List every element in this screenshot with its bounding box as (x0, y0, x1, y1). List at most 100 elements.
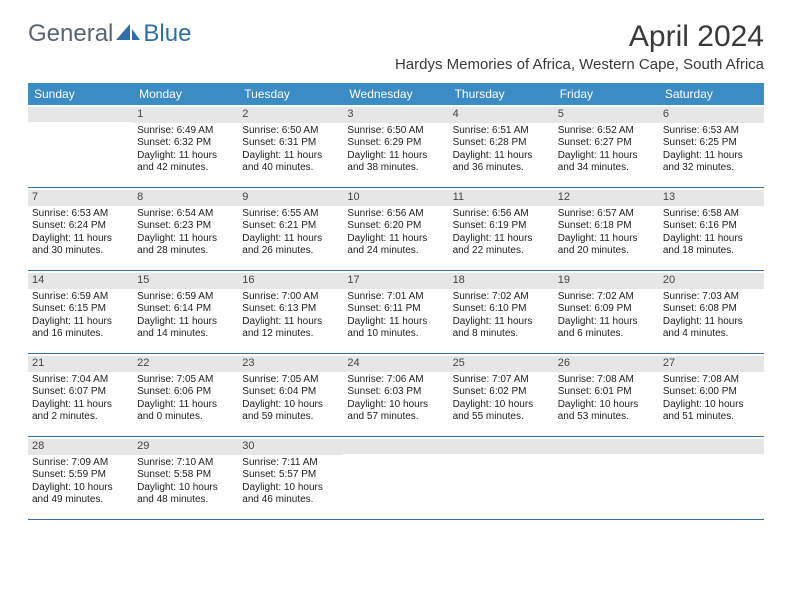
sunset-text: Sunset: 6:14 PM (137, 303, 234, 316)
daylight-text: Daylight: 11 hours and 40 minutes. (242, 150, 339, 175)
sunrise-text: Sunrise: 6:59 AM (32, 291, 129, 304)
day-number: 13 (659, 190, 764, 206)
sunrise-text: Sunrise: 7:09 AM (32, 457, 129, 470)
sunset-text: Sunset: 6:27 PM (558, 137, 655, 150)
month-title: April 2024 (395, 20, 764, 54)
sunrise-text: Sunrise: 6:54 AM (137, 208, 234, 221)
daylight-text: Daylight: 11 hours and 36 minutes. (453, 150, 550, 175)
sunrise-text: Sunrise: 7:11 AM (242, 457, 339, 470)
daylight-text: Daylight: 11 hours and 26 minutes. (242, 233, 339, 258)
sunset-text: Sunset: 6:15 PM (32, 303, 129, 316)
calendar-day-header: Sunday Monday Tuesday Wednesday Thursday… (28, 83, 764, 105)
logo-sail-icon (115, 20, 141, 48)
sunrise-text: Sunrise: 7:10 AM (137, 457, 234, 470)
daylight-text: Daylight: 10 hours and 46 minutes. (242, 482, 339, 507)
sunrise-text: Sunrise: 6:55 AM (242, 208, 339, 221)
sunrise-text: Sunrise: 6:51 AM (453, 125, 550, 138)
daylight-text: Daylight: 11 hours and 12 minutes. (242, 316, 339, 341)
calendar-cell (343, 437, 448, 519)
day-number: 25 (449, 356, 554, 372)
sunrise-text: Sunrise: 7:04 AM (32, 374, 129, 387)
calendar-cell: 3Sunrise: 6:50 AMSunset: 6:29 PMDaylight… (343, 105, 448, 187)
sunset-text: Sunset: 6:07 PM (32, 386, 129, 399)
calendar-cell (659, 437, 764, 519)
day-number: 4 (449, 107, 554, 123)
dayhead-wed: Wednesday (343, 83, 448, 105)
calendar-cell: 22Sunrise: 7:05 AMSunset: 6:06 PMDayligh… (133, 354, 238, 436)
logo-text-blue: Blue (143, 20, 191, 48)
sunrise-text: Sunrise: 6:59 AM (137, 291, 234, 304)
location: Hardys Memories of Africa, Western Cape,… (395, 56, 764, 73)
daylight-text: Daylight: 11 hours and 24 minutes. (347, 233, 444, 258)
day-number: 2 (238, 107, 343, 123)
sunrise-text: Sunrise: 7:03 AM (663, 291, 760, 304)
day-number (449, 439, 554, 454)
sunset-text: Sunset: 6:02 PM (453, 386, 550, 399)
sunrise-text: Sunrise: 7:05 AM (242, 374, 339, 387)
day-number: 16 (238, 273, 343, 289)
dayhead-sat: Saturday (659, 83, 764, 105)
sunset-text: Sunset: 6:28 PM (453, 137, 550, 150)
daylight-text: Daylight: 11 hours and 38 minutes. (347, 150, 444, 175)
calendar-cell: 15Sunrise: 6:59 AMSunset: 6:14 PMDayligh… (133, 271, 238, 353)
day-number: 6 (659, 107, 764, 123)
calendar-cell: 4 Sunrise: 6:51 AMSunset: 6:28 PMDaylight… (449, 105, 554, 187)
sunset-text: Sunset: 6:31 PM (242, 137, 339, 150)
calendar-cell: 10Sunrise: 6:56 AMSunset: 6:20 PMDayligh… (343, 188, 448, 270)
daylight-text: Daylight: 11 hours and 2 minutes. (32, 399, 129, 424)
daylight-text: Daylight: 10 hours and 59 minutes. (242, 399, 339, 424)
daylight-text: Daylight: 10 hours and 53 minutes. (558, 399, 655, 424)
daylight-text: Daylight: 11 hours and 0 minutes. (137, 399, 234, 424)
day-number: 3 (343, 107, 448, 123)
dayhead-fri: Friday (554, 83, 659, 105)
sunset-text: Sunset: 6:29 PM (347, 137, 444, 150)
sunset-text: Sunset: 6:03 PM (347, 386, 444, 399)
daylight-text: Daylight: 10 hours and 48 minutes. (137, 482, 234, 507)
daylight-text: Daylight: 10 hours and 55 minutes. (453, 399, 550, 424)
sunset-text: Sunset: 6:25 PM (663, 137, 760, 150)
calendar-cell: 8Sunrise: 6:54 AMSunset: 6:23 PMDaylight… (133, 188, 238, 270)
sunset-text: Sunset: 5:57 PM (242, 469, 339, 482)
calendar-cell: 25 Sunrise: 7:07 AMSunset: 6:02 PMDayligh… (449, 354, 554, 436)
daylight-text: Daylight: 11 hours and 8 minutes. (453, 316, 550, 341)
day-number: 11 (449, 190, 554, 206)
calendar-cell: 21Sunrise: 7:04 AMSunset: 6:07 PMDayligh… (28, 354, 133, 436)
calendar-cell (28, 105, 133, 187)
day-number: 12 (554, 190, 659, 206)
daylight-text: Daylight: 11 hours and 16 minutes. (32, 316, 129, 341)
sunrise-text: Sunrise: 7:02 AM (558, 291, 655, 304)
day-number: 9 (238, 190, 343, 206)
day-number (28, 107, 133, 122)
day-number: 10 (343, 190, 448, 206)
title-block: April 2024 Hardys Memories of Africa, We… (395, 20, 764, 73)
daylight-text: Daylight: 11 hours and 6 minutes. (558, 316, 655, 341)
sunset-text: Sunset: 6:18 PM (558, 220, 655, 233)
calendar-week: 21Sunrise: 7:04 AMSunset: 6:07 PMDayligh… (28, 354, 764, 437)
sunrise-text: Sunrise: 7:07 AM (453, 374, 550, 387)
calendar: Sunday Monday Tuesday Wednesday Thursday… (28, 83, 764, 520)
calendar-cell: 6Sunrise: 6:53 AMSunset: 6:25 PMDaylight… (659, 105, 764, 187)
calendar-cell: 30Sunrise: 7:11 AMSunset: 5:57 PMDayligh… (238, 437, 343, 519)
day-number: 26 (554, 356, 659, 372)
day-number: 18 (449, 273, 554, 289)
dayhead-sun: Sunday (28, 83, 133, 105)
logo: General Blue (28, 20, 191, 48)
calendar-cell: 18Sunrise: 7:02 AMSunset: 6:10 PMDayligh… (449, 271, 554, 353)
sunset-text: Sunset: 6:11 PM (347, 303, 444, 316)
daylight-text: Daylight: 11 hours and 4 minutes. (663, 316, 760, 341)
sunset-text: Sunset: 5:58 PM (137, 469, 234, 482)
sunset-text: Sunset: 6:10 PM (453, 303, 550, 316)
calendar-cell: 7Sunrise: 6:53 AMSunset: 6:24 PMDaylight… (28, 188, 133, 270)
sunrise-text: Sunrise: 7:01 AM (347, 291, 444, 304)
daylight-text: Daylight: 11 hours and 28 minutes. (137, 233, 234, 258)
day-number: 22 (133, 356, 238, 372)
sunset-text: Sunset: 6:19 PM (453, 220, 550, 233)
day-number: 17 (343, 273, 448, 289)
dayhead-tue: Tuesday (238, 83, 343, 105)
sunset-text: Sunset: 6:21 PM (242, 220, 339, 233)
calendar-cell: 17Sunrise: 7:01 AMSunset: 6:11 PMDayligh… (343, 271, 448, 353)
calendar-cell: 16Sunrise: 7:00 AMSunset: 6:13 PMDayligh… (238, 271, 343, 353)
sunset-text: Sunset: 6:00 PM (663, 386, 760, 399)
sunset-text: Sunset: 6:08 PM (663, 303, 760, 316)
sunset-text: Sunset: 6:16 PM (663, 220, 760, 233)
